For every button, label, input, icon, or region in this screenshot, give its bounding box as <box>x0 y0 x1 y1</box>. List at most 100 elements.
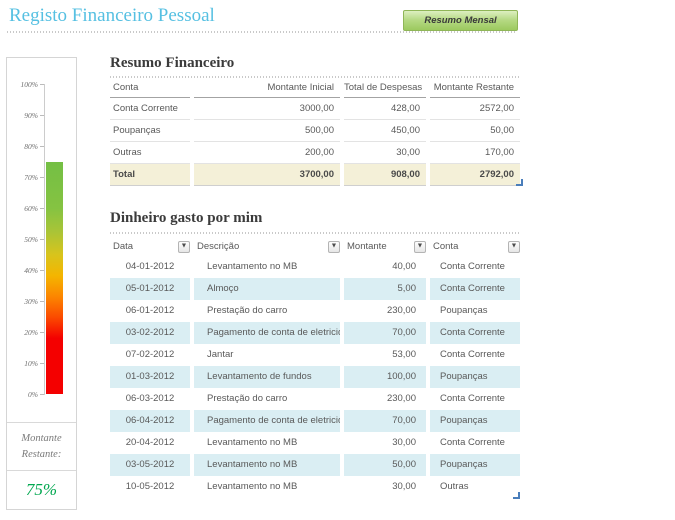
trans-col-data[interactable]: Data ▼ <box>110 238 190 255</box>
cell-conta[interactable]: Poupanças <box>430 366 520 388</box>
table-row: 20-04-2012 Levantamento no MB 30,00 Cont… <box>110 432 520 454</box>
gauge-tick: 90% <box>7 110 44 120</box>
gauge-tick: 10% <box>7 358 44 368</box>
cell-data[interactable]: 03-02-2012 <box>110 322 190 344</box>
cell-total-label[interactable]: Total <box>110 164 190 186</box>
resumo-mensal-button[interactable]: Resumo Mensal <box>403 10 518 31</box>
cell-descricao[interactable]: Levantamento no MB <box>207 481 298 492</box>
cell-conta[interactable]: Poupanças <box>430 454 520 476</box>
cell-descricao[interactable]: Pagamento de conta de eletricidade <box>194 410 340 432</box>
cell-montante[interactable]: 230,00 <box>386 305 416 316</box>
cell-total-inicial[interactable]: 3700,00 <box>194 164 340 186</box>
cell-conta[interactable]: Outras <box>440 481 469 492</box>
gauge-axis <box>44 84 45 395</box>
gauge-tick: 20% <box>7 327 44 337</box>
cell-montante[interactable]: 100,00 <box>344 366 426 388</box>
trans-col-montante[interactable]: Montante ▼ <box>344 238 426 255</box>
cell-montante[interactable]: 70,00 <box>344 410 426 432</box>
cell-conta[interactable]: Poupanças <box>440 305 488 316</box>
cell-montante[interactable]: 5,00 <box>344 278 426 300</box>
cell-descricao[interactable]: Levantamento de fundos <box>194 366 340 388</box>
gauge-tick: 30% <box>7 296 44 306</box>
cell-conta[interactable]: Conta Corrente <box>440 437 505 448</box>
gauge-caption: Montante Restante: <box>7 422 76 470</box>
cell-conta[interactable]: Poupanças <box>110 120 190 142</box>
cell-montante[interactable]: 30,00 <box>392 437 416 448</box>
cell-total-restante[interactable]: 2792,00 <box>430 164 520 186</box>
cell-despesas[interactable]: 428,00 <box>344 98 426 120</box>
cell-inicial[interactable]: 200,00 <box>194 142 340 164</box>
filter-button-descricao[interactable]: ▼ <box>328 240 340 253</box>
cell-montante[interactable]: 30,00 <box>392 481 416 492</box>
summary-col-restante[interactable]: Montante Restante <box>430 81 520 98</box>
cell-data[interactable]: 06-01-2012 <box>125 305 175 316</box>
cell-descricao[interactable]: Pagamento de conta de eletricidade <box>194 322 340 344</box>
cell-montante[interactable]: 230,00 <box>386 393 416 404</box>
cell-data[interactable]: 04-01-2012 <box>125 261 175 272</box>
summary-divider <box>110 76 520 78</box>
table-row: 07-02-2012 Jantar 53,00 Conta Corrente <box>110 344 520 366</box>
cell-conta[interactable]: Conta Corrente <box>110 98 190 120</box>
cell-data[interactable]: 20-04-2012 <box>125 437 175 448</box>
cell-descricao[interactable]: Jantar <box>207 349 234 360</box>
summary-row: Outras 200,00 30,00 170,00 <box>110 142 520 164</box>
filter-button-montante[interactable]: ▼ <box>414 240 426 253</box>
filter-dropdown-icon: ▼ <box>510 242 518 250</box>
gauge-value-bar <box>46 162 63 394</box>
filter-button-data[interactable]: ▼ <box>178 240 190 253</box>
gauge-tick: 80% <box>7 141 44 151</box>
trans-col-conta[interactable]: Conta ▼ <box>430 238 520 255</box>
table-resize-handle[interactable] <box>516 179 523 186</box>
cell-data[interactable]: 06-04-2012 <box>110 410 190 432</box>
cell-conta[interactable]: Poupanças <box>430 410 520 432</box>
gauge-tick: 0% <box>7 389 44 399</box>
cell-conta[interactable]: Conta Corrente <box>440 349 505 360</box>
cell-data[interactable]: 03-05-2012 <box>110 454 190 476</box>
cell-restante[interactable]: 2572,00 <box>430 98 520 120</box>
cell-total-despesas[interactable]: 908,00 <box>344 164 426 186</box>
cell-descricao[interactable]: Prestação do carro <box>207 305 288 316</box>
cell-descricao[interactable]: Levantamento no MB <box>207 261 298 272</box>
table-row: 06-03-2012 Prestação do carro 230,00 Con… <box>110 388 520 410</box>
filter-button-conta[interactable]: ▼ <box>508 240 520 253</box>
cell-data[interactable]: 07-02-2012 <box>125 349 175 360</box>
cell-conta[interactable]: Conta Corrente <box>430 278 520 300</box>
cell-conta[interactable]: Conta Corrente <box>440 393 505 404</box>
table-row: 01-03-2012 Levantamento de fundos 100,00… <box>110 366 520 388</box>
gauge-chart[interactable]: 100% 90% 80% 70% 60% 50% 40% 30% 20% 10%… <box>7 58 76 422</box>
cell-montante[interactable]: 53,00 <box>392 349 416 360</box>
gauge-tick: 40% <box>7 265 44 275</box>
cell-inicial[interactable]: 3000,00 <box>194 98 340 120</box>
cell-conta[interactable]: Conta Corrente <box>440 261 505 272</box>
cell-data[interactable]: 01-03-2012 <box>110 366 190 388</box>
cell-despesas[interactable]: 30,00 <box>344 142 426 164</box>
table-resize-handle[interactable] <box>513 492 520 499</box>
cell-data[interactable]: 10-05-2012 <box>125 481 175 492</box>
filter-dropdown-icon: ▼ <box>180 242 188 250</box>
trans-col-descricao[interactable]: Descrição ▼ <box>194 238 340 255</box>
cell-descricao[interactable]: Almoço <box>194 278 340 300</box>
summary-col-despesas[interactable]: Total de Despesas <box>344 81 426 98</box>
cell-descricao[interactable]: Levantamento no MB <box>194 454 340 476</box>
summary-col-conta[interactable]: Conta <box>110 81 190 98</box>
cell-despesas[interactable]: 450,00 <box>344 120 426 142</box>
cell-restante[interactable]: 170,00 <box>430 142 520 164</box>
table-row: 06-01-2012 Prestação do carro 230,00 Pou… <box>110 300 520 322</box>
table-row: 10-05-2012 Levantamento no MB 30,00 Outr… <box>110 476 520 498</box>
table-row: 04-01-2012 Levantamento no MB 40,00 Cont… <box>110 256 520 278</box>
cell-conta[interactable]: Conta Corrente <box>430 322 520 344</box>
cell-conta[interactable]: Outras <box>110 142 190 164</box>
cell-montante[interactable]: 50,00 <box>344 454 426 476</box>
cell-montante[interactable]: 70,00 <box>344 322 426 344</box>
cell-montante[interactable]: 40,00 <box>392 261 416 272</box>
cell-descricao[interactable]: Prestação do carro <box>207 393 288 404</box>
cell-data[interactable]: 06-03-2012 <box>125 393 175 404</box>
title-divider <box>7 31 517 33</box>
cell-restante[interactable]: 50,00 <box>430 120 520 142</box>
cell-descricao[interactable]: Levantamento no MB <box>207 437 298 448</box>
gauge-value-cell[interactable]: 75% <box>7 470 76 508</box>
transactions-header-row: Data ▼ Descrição ▼ Montante ▼ Conta ▼ <box>110 238 520 255</box>
cell-data[interactable]: 05-01-2012 <box>110 278 190 300</box>
summary-col-inicial[interactable]: Montante Inicial <box>194 81 340 98</box>
cell-inicial[interactable]: 500,00 <box>194 120 340 142</box>
